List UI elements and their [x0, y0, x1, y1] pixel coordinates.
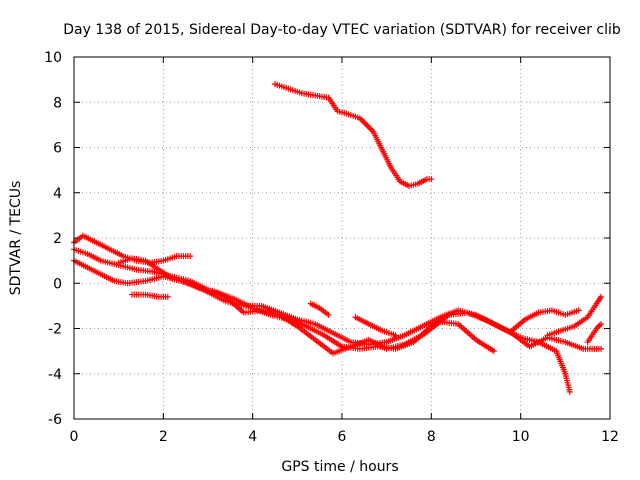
y-tick-label: -4	[48, 367, 62, 383]
x-tick-label: 0	[70, 429, 79, 445]
data-point	[575, 307, 582, 314]
data-point	[428, 176, 435, 183]
data-point	[325, 311, 332, 318]
plot-area	[71, 81, 605, 395]
series-s10	[544, 293, 605, 339]
series-s9	[508, 307, 582, 334]
series-s7	[307, 300, 332, 318]
y-tick-label: 4	[53, 186, 62, 202]
y-axis-label: SDTVAR / TECUs	[8, 181, 24, 296]
plot-frame	[73, 56, 611, 420]
x-tick-label: 10	[512, 429, 530, 445]
series-s1	[272, 81, 435, 189]
x-tick-label: 6	[338, 429, 347, 445]
series-s5	[115, 255, 605, 352]
grid	[74, 57, 610, 419]
y-tick-label: -6	[48, 412, 62, 428]
y-tick-label: 6	[53, 141, 62, 157]
y-tick-label: -2	[48, 322, 62, 338]
y-tick-label: 8	[53, 95, 62, 111]
data-point	[598, 345, 605, 352]
data-point	[598, 293, 605, 300]
series-s3	[71, 246, 497, 357]
y-tick-label: 2	[53, 231, 62, 247]
x-tick-label: 4	[248, 429, 257, 445]
ticks: 0 2 4 6 8 10 12 -6 -4 -2 0 2 4 6 8 10	[44, 50, 619, 445]
data-point	[392, 332, 399, 339]
series-s11	[584, 320, 605, 346]
data-point	[566, 388, 573, 395]
series-s8	[352, 314, 399, 339]
chart-title: Day 138 of 2015, Sidereal Day-to-day VTE…	[63, 22, 621, 38]
x-tick-label: 12	[601, 429, 619, 445]
y-tick-label: 10	[44, 50, 62, 66]
data-point	[490, 348, 497, 355]
y-tick-label: 0	[53, 276, 62, 292]
x-tick-label: 2	[159, 429, 168, 445]
data-point	[598, 320, 605, 327]
x-tick-label: 8	[427, 429, 436, 445]
x-axis-label: GPS time / hours	[281, 459, 398, 475]
series-s6	[129, 291, 171, 300]
data-point	[164, 293, 171, 300]
data-point	[187, 253, 194, 260]
